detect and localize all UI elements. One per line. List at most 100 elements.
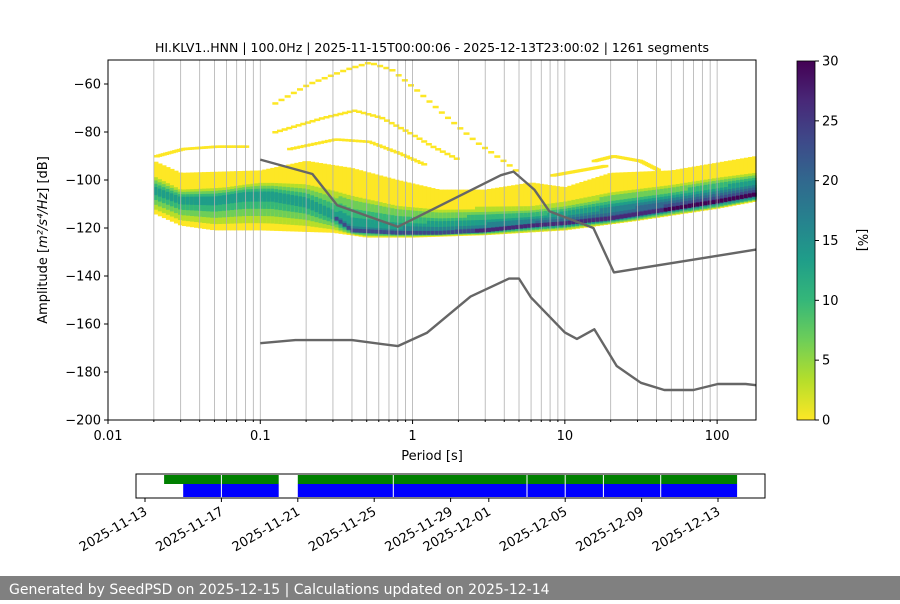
pdf-peak-cell	[342, 222, 348, 227]
pdf-cell	[326, 210, 332, 216]
pdf-outlier-cell	[417, 161, 424, 165]
plot-frame	[107, 59, 757, 421]
pdf-outlier-cell	[307, 143, 314, 146]
pdf-peak-cell	[474, 228, 480, 233]
pdf-outlier-cell	[366, 140, 373, 144]
pdf-cell	[274, 193, 279, 199]
timeline-green-segment	[297, 475, 738, 484]
pdf-cell	[250, 193, 255, 198]
chart-title: HI.KLV1..HNN | 100.0Hz | 2025-11-15T00:0…	[155, 40, 709, 55]
pdf-peak-cell	[547, 222, 552, 227]
pdf-peak-cell	[402, 230, 408, 235]
pdf-peak-cell	[442, 230, 448, 235]
pdf-outlier-cell	[297, 88, 304, 91]
pdf-outlier-cell	[453, 157, 460, 160]
pdf-peak-cell	[507, 225, 512, 230]
colorbar-tick-label: 5	[822, 354, 830, 369]
x-tick-label: 10	[557, 429, 574, 444]
pdf-outlier-cell	[324, 139, 331, 143]
pdf-peak-cell	[663, 207, 669, 212]
pdf-outlier-cell	[389, 69, 396, 72]
pdf-peak-cell	[591, 218, 597, 223]
pdf-outlier-cell	[360, 111, 367, 115]
pdf-peak-cell	[543, 222, 548, 227]
pdf-outlier-cell	[276, 129, 283, 133]
pdf-outlier-cell	[290, 125, 297, 128]
timeline-tick-label: 2025-11-13	[77, 504, 150, 555]
timeline-tick-label: 2025-11-25	[306, 504, 379, 555]
pdf-outlier-cell	[377, 64, 384, 68]
pdf-cell	[202, 197, 207, 203]
x-tick-label: 0.1	[250, 429, 271, 444]
pdf-cell	[218, 197, 223, 202]
pdf-outlier-cell	[500, 159, 507, 163]
pdf-peak-cell	[711, 200, 717, 205]
period-gridlines	[153, 60, 718, 420]
pdf-peak-cell	[434, 230, 440, 235]
x-tick-label: 1	[408, 429, 416, 444]
pdf-cell	[302, 199, 307, 205]
pdf-outlier-cell	[602, 164, 609, 168]
pdf-outlier-cell	[346, 110, 353, 114]
pdf-cell	[165, 193, 171, 198]
x-tick-label: 100	[705, 429, 730, 444]
colorbar-tick-label: 10	[822, 294, 839, 309]
pdf-outlier-cell	[323, 115, 330, 119]
noise-model-curves	[259, 158, 757, 392]
pdf-peak-cell	[374, 229, 380, 234]
pdf-outlier-cell	[403, 155, 410, 158]
colorbar-gradient	[796, 60, 816, 421]
pdf-outlier-cell	[284, 95, 291, 98]
pdf-cell	[322, 208, 328, 214]
pdf-outlier-cell	[342, 138, 349, 142]
pdf-outlier-cell	[439, 150, 446, 153]
pdf-peak-cell	[519, 224, 524, 229]
pdf-peak-cell	[563, 221, 568, 226]
pdf-outlier-cell	[338, 138, 345, 142]
pdf-peak-cell	[354, 228, 360, 233]
pdf-outlier-cell	[494, 155, 501, 158]
pdf-peak-cell	[426, 230, 432, 235]
pdf-outlier-cell	[416, 137, 423, 140]
pdf-peak-cell	[462, 229, 468, 234]
pdf-outlier-cell	[328, 114, 335, 118]
pdf-outlier-cell	[414, 159, 421, 163]
pdf-outlier-cell	[340, 69, 347, 73]
pdf-cell	[210, 197, 215, 203]
pdf-cell	[290, 196, 295, 202]
pdf-peak-cell	[430, 230, 436, 235]
pdf-cell	[181, 197, 187, 202]
pdf-outlier-cell	[512, 169, 519, 172]
y-tick-label: −160	[65, 318, 101, 333]
pdf-outlier-cell	[355, 139, 362, 143]
pdf-peak-cell	[579, 219, 584, 224]
pdf-outlier-cell	[408, 84, 415, 87]
pdf-outlier-cell	[379, 116, 386, 120]
pdf-cell	[173, 196, 179, 201]
pdf-outlier-cell	[506, 164, 513, 167]
pdf-peak-cell	[511, 225, 516, 230]
pdf-outlier-cell	[321, 140, 328, 144]
pdf-outlier-cell	[362, 140, 369, 143]
pdf-cell	[197, 197, 203, 203]
pdf-peak-cell	[418, 230, 424, 235]
pdf-peak-cell	[691, 203, 697, 208]
footer-bar: Generated by SeedPSD on 2025-12-15 | Cal…	[0, 576, 900, 600]
pdf-outlier-cell	[272, 102, 279, 105]
pdf-peak-cell	[731, 196, 737, 201]
y-tick-label: −140	[65, 270, 101, 285]
pdf-peak-cell	[719, 198, 725, 203]
y-axis-label-units: m²/s⁴/Hz	[36, 192, 51, 248]
pdf-outlier-cell	[364, 61, 371, 65]
pdf-outlier-cell	[286, 126, 293, 130]
pdf-outlier-cell	[475, 142, 482, 145]
pdf-peak-cell	[350, 228, 356, 233]
pdf-outlier-cell	[332, 113, 339, 117]
pdf-cell	[169, 194, 175, 199]
pdf-peak-cell	[675, 205, 681, 210]
pdf-cell	[306, 200, 312, 206]
timeline-tick-label: 2025-12-13	[650, 504, 723, 555]
data-availability-timeline: 2025-11-13 2025-11-17 2025-11-21 2025-11-25…	[77, 473, 766, 555]
pdf-outlier-cell	[314, 118, 321, 122]
timeline-tick-label: 2025-11-21	[230, 504, 303, 555]
